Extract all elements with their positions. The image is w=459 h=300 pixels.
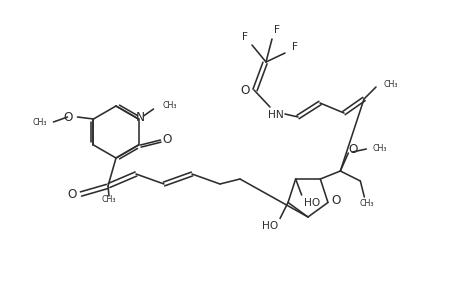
Text: CH₃: CH₃	[162, 100, 177, 109]
Text: CH₃: CH₃	[383, 80, 397, 88]
Text: O: O	[162, 133, 172, 146]
Text: F: F	[241, 32, 247, 42]
Text: CH₃: CH₃	[371, 143, 386, 152]
Text: O: O	[348, 142, 357, 155]
Text: N: N	[136, 110, 145, 124]
Text: F: F	[291, 42, 297, 52]
Text: CH₃: CH₃	[101, 196, 116, 205]
Text: O: O	[63, 110, 73, 124]
Text: F: F	[274, 25, 280, 35]
Text: HO: HO	[303, 198, 319, 208]
Text: CH₃: CH₃	[33, 118, 47, 127]
Text: CH₃: CH₃	[358, 199, 373, 208]
Text: HO: HO	[261, 221, 278, 232]
Text: O: O	[67, 188, 77, 200]
Text: O: O	[330, 194, 340, 207]
Text: O: O	[240, 83, 249, 97]
Text: HN: HN	[268, 110, 283, 120]
